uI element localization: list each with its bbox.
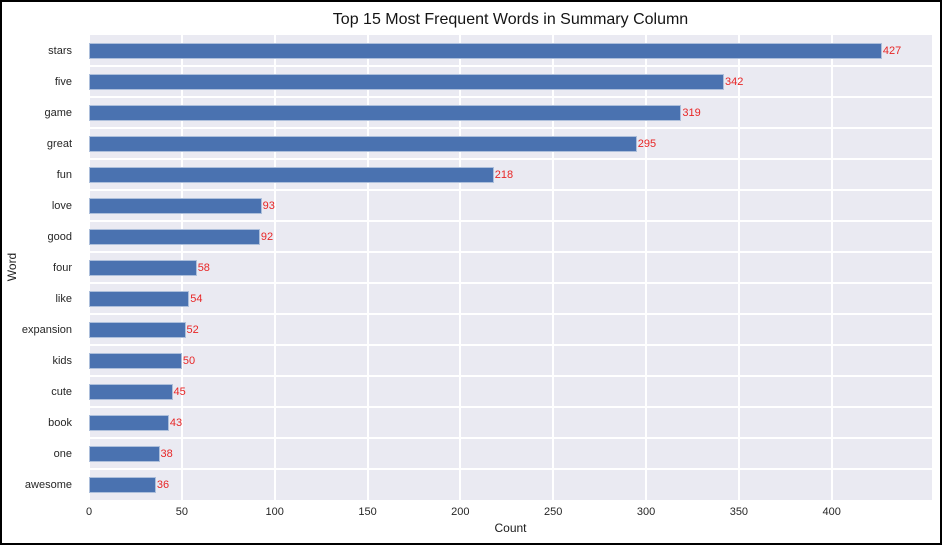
y-tick-label: fun [56, 168, 72, 181]
bar-value-label: 52 [186, 323, 199, 336]
gridline-horizontal [89, 220, 932, 222]
bar-row: 54 [89, 283, 932, 314]
x-tick-label: 300 [636, 506, 656, 518]
y-tick-label: game [44, 106, 72, 119]
x-tick-label: 50 [175, 506, 188, 518]
y-tick-label: like [55, 292, 72, 305]
bar-value-label: 54 [190, 292, 203, 305]
gridline-horizontal [89, 468, 932, 470]
x-tick-label: 100 [265, 506, 284, 518]
bar [89, 166, 494, 183]
bar-row: 93 [89, 190, 932, 221]
bar [89, 290, 190, 307]
bar [89, 383, 173, 400]
x-tick-label: 0 [85, 506, 93, 518]
bar-value-label: 38 [160, 447, 173, 460]
gridline-horizontal [89, 437, 932, 439]
x-tick-label: 250 [544, 506, 563, 518]
bar [89, 414, 169, 431]
x-tick-label: 400 [822, 506, 841, 518]
bar-value-label: 50 [182, 354, 196, 367]
gridline-vertical [459, 35, 462, 500]
gridline-horizontal [89, 158, 932, 160]
bar-value-label: 58 [197, 261, 210, 274]
gridline-vertical [366, 35, 369, 500]
bar-value-label: 319 [682, 106, 701, 119]
gridline-vertical [737, 35, 740, 500]
gridline-vertical [830, 35, 833, 500]
gridline-horizontal [89, 375, 932, 377]
y-tick-label: kids [52, 354, 72, 367]
y-tick-label: four [53, 261, 72, 274]
bar [89, 321, 186, 338]
bar-row: 58 [89, 252, 932, 283]
bar-value-label: 342 [725, 75, 744, 88]
bar [89, 476, 156, 493]
x-tick-label: 350 [729, 506, 749, 518]
bar-row: 295 [89, 128, 932, 159]
bar [89, 135, 637, 152]
bar-value-label: 43 [169, 416, 183, 429]
gridline-horizontal [89, 313, 932, 315]
y-tick-label: one [53, 447, 72, 460]
bar-row: 342 [89, 66, 932, 97]
chart-title: Top 15 Most Frequent Words in Summary Co… [332, 11, 689, 28]
gridline-horizontal [89, 251, 932, 253]
bar [89, 445, 160, 462]
bar [89, 42, 882, 59]
bar-row: 92 [89, 221, 932, 252]
x-tick-labels: 0 50 100 150 200 250 300 350 400 [85, 506, 932, 520]
x-tick-label: 200 [451, 506, 470, 518]
bar [89, 259, 197, 276]
y-tick-label: awesome [24, 478, 72, 491]
bar-row: 427 [89, 35, 932, 66]
bar-row: 50 [89, 345, 932, 376]
gridline-horizontal [89, 282, 932, 284]
bar-row: 38 [89, 438, 932, 469]
bar-row: 36 [89, 469, 932, 500]
y-tick-label: expansion [21, 323, 72, 336]
bar [89, 197, 262, 214]
bar [89, 228, 260, 245]
bar-row: 52 [89, 314, 932, 345]
bar-row: 319 [89, 97, 932, 128]
bar [89, 104, 682, 121]
x-axis-label: Count [494, 521, 527, 535]
bar-value-label: 45 [173, 385, 186, 398]
x-tick-label: 150 [358, 506, 377, 518]
y-tick-label: love [51, 199, 72, 212]
y-tick-label: book [48, 416, 72, 429]
bar-value-label: 36 [156, 478, 170, 491]
bar-row: 43 [89, 407, 932, 438]
gridline-vertical [645, 35, 648, 500]
gridline-vertical [552, 35, 555, 500]
bar-row: 218 [89, 159, 932, 190]
bar [89, 352, 182, 369]
gridline-horizontal [89, 65, 932, 67]
bar-value-label: 218 [494, 168, 514, 181]
bar-value-label: 427 [882, 44, 902, 57]
gridline-horizontal [89, 96, 932, 98]
gridline-vertical [273, 35, 276, 500]
gridline-horizontal [89, 127, 932, 129]
bar [89, 73, 725, 90]
bar-value-label: 295 [637, 137, 657, 150]
y-tick-label: great [46, 137, 72, 150]
y-tick-label: stars [48, 44, 72, 57]
y-tick-label: cute [51, 385, 72, 398]
bar-row: 45 [89, 376, 932, 407]
gridline-horizontal [89, 406, 932, 408]
y-tick-label: five [54, 75, 72, 88]
gridline-horizontal [89, 344, 932, 346]
gridline-horizontal [89, 189, 932, 191]
bar-value-label: 92 [260, 230, 274, 243]
plot-area: 427 342 319 295 218 93 92 58 54 52 50 45 43 38 36 [88, 35, 932, 500]
bar-value-label: 93 [262, 199, 275, 212]
y-tick-labels: stars five game great fun love good four like exp… [2, 35, 81, 500]
y-tick-label: good [47, 230, 72, 243]
